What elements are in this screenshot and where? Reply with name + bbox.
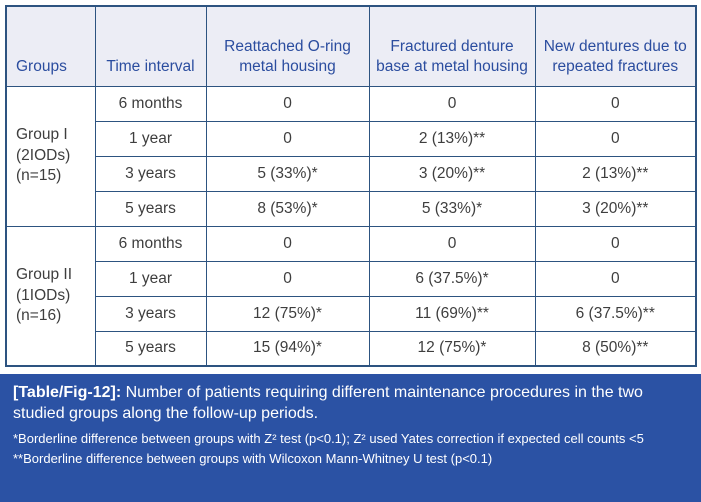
value-cell: 3 (20%)** (534, 190, 697, 227)
value-cell: 0 (368, 85, 536, 122)
maintenance-table-wrap: Groups Time interval Reattached O-ring m… (5, 5, 697, 367)
column-header-groups: Groups (5, 5, 96, 87)
value-cell: 6 (37.5%)** (534, 295, 697, 332)
group-label-group1: Group I (2IODs) (n=15) (5, 85, 96, 227)
group-label-line: Group II (16, 266, 72, 284)
column-header-time-interval: Time interval (94, 5, 207, 87)
value-cell: 0 (534, 85, 697, 122)
maintenance-table: Groups Time interval Reattached O-ring m… (5, 5, 697, 367)
value-cell: 11 (69%)** (368, 295, 536, 332)
group-label-line: (n=16) (16, 306, 62, 324)
value-cell: 0 (205, 260, 370, 297)
value-cell: 5 (33%)* (205, 155, 370, 192)
value-cell: 3 (20%)** (368, 155, 536, 192)
time-interval-cell: 5 years (94, 190, 207, 227)
value-cell: 15 (94%)* (205, 330, 370, 367)
column-header-new-dentures: New dentures due to repeated fractures (534, 5, 697, 87)
value-cell: 0 (534, 260, 697, 297)
group-label-line: (1IODs) (16, 286, 71, 304)
time-interval-cell: 6 months (94, 85, 207, 122)
footnote-chi-square: *Borderline difference between groups wi… (13, 431, 644, 447)
time-interval-cell: 3 years (94, 155, 207, 192)
value-cell: 2 (13%)** (368, 120, 536, 157)
value-cell: 12 (75%)* (368, 330, 536, 367)
time-interval-cell: 3 years (94, 295, 207, 332)
figure-caption: [Table/Fig-12]: Number of patients requi… (13, 382, 688, 424)
table-row: 5 years 15 (94%)* 12 (75%)* 8 (50%)** (6, 330, 697, 367)
group-label-line: (n=15) (16, 167, 62, 185)
group-label-line: Group I (16, 126, 68, 144)
value-cell: 8 (50%)** (534, 330, 697, 367)
footnote-wilcoxon: **Borderline difference between groups w… (13, 450, 493, 466)
time-interval-cell: 5 years (94, 330, 207, 367)
header-row: Groups Time interval Reattached O-ring m… (5, 5, 697, 87)
time-interval-cell: 1 year (94, 120, 207, 157)
value-cell: 2 (13%)** (534, 155, 697, 192)
value-cell: 0 (368, 225, 536, 262)
table-row: Group II (1IODs) (n=16) 6 months 0 0 0 (5, 225, 697, 367)
table-row: 5 years 8 (53%)* 5 (33%)* 3 (20%)** (6, 190, 697, 227)
value-cell: 12 (75%)* (205, 295, 370, 332)
figure-footnotes: *Borderline difference between groups wi… (13, 429, 688, 468)
time-interval-cell: 1 year (94, 260, 207, 297)
column-header-reattached-housing: Reattached O-ring metal housing (205, 5, 370, 87)
value-cell: 0 (534, 225, 697, 262)
group-label-line: (2IODs) (16, 146, 71, 164)
table-row: 3 years 5 (33%)* 3 (20%)** 2 (13%)** (6, 155, 697, 192)
figure-caption-tag: [Table/Fig-12]: (13, 384, 122, 401)
value-cell: 0 (205, 120, 370, 157)
table-row: 1 year 0 6 (37.5%)* 0 (6, 260, 697, 297)
time-interval-cell: 6 months (94, 225, 207, 262)
value-cell: 0 (205, 225, 370, 262)
value-cell: 0 (205, 85, 370, 122)
table-row: 1 year 0 2 (13%)** 0 (6, 120, 697, 157)
table-row: 3 years 12 (75%)* 11 (69%)** 6 (37.5%)** (6, 295, 697, 332)
value-cell: 5 (33%)* (368, 190, 536, 227)
value-cell: 6 (37.5%)* (368, 260, 536, 297)
table-row: Group I (2IODs) (n=15) 6 months 0 0 0 (5, 85, 697, 227)
value-cell: 8 (53%)* (205, 190, 370, 227)
column-header-fractured-base: Fractured denture base at metal housing (368, 5, 536, 87)
figure-caption-block: [Table/Fig-12]: Number of patients requi… (0, 374, 701, 502)
figure-caption-text: Number of patients requiring different m… (13, 384, 643, 423)
group-label-group2: Group II (1IODs) (n=16) (5, 225, 96, 367)
value-cell: 0 (534, 120, 697, 157)
